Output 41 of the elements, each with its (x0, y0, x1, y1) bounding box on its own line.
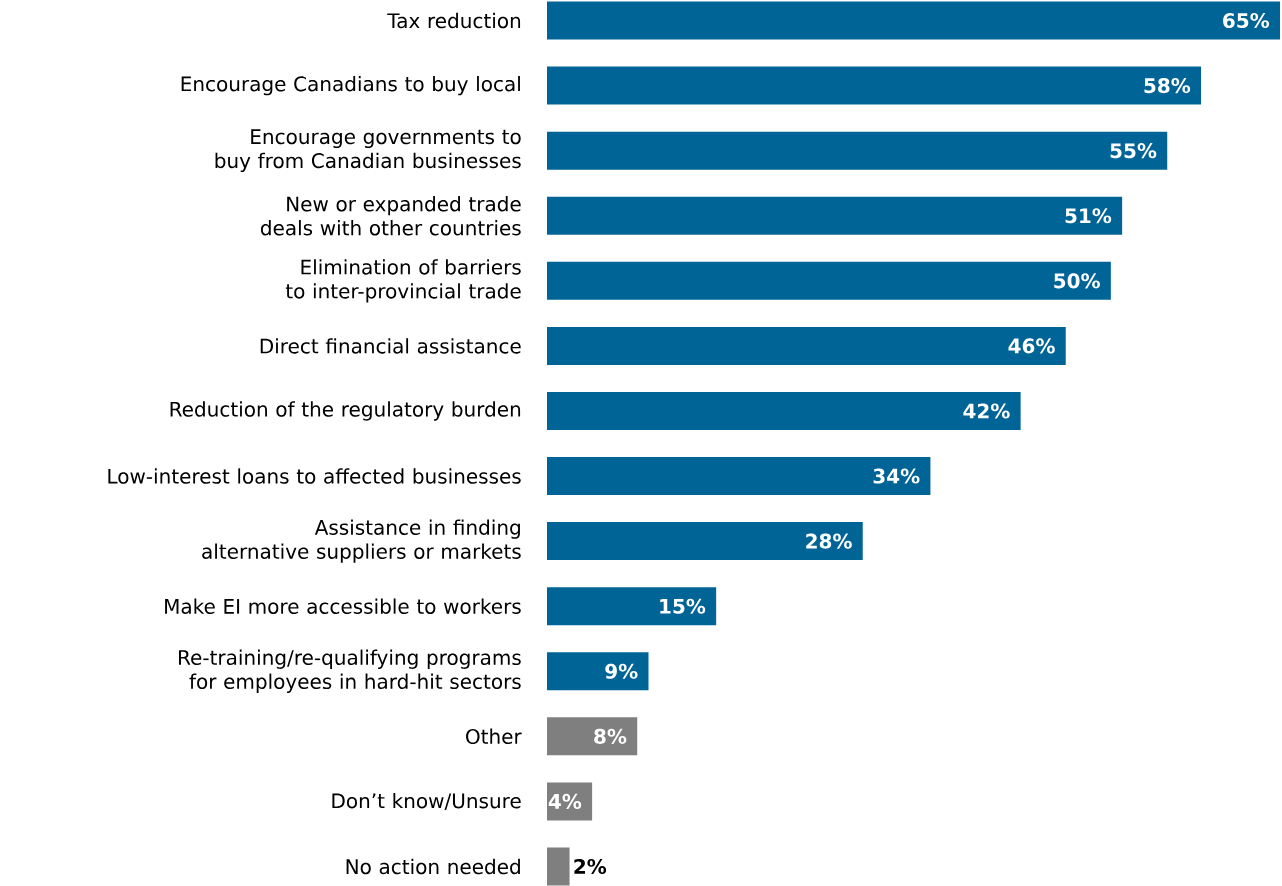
y-tick-label: Assistance in finding alternative suppliers or markets (202, 519, 521, 563)
data-label: 51% (1065, 208, 1112, 224)
bar (547, 326, 1066, 365)
y-tick-label: Re-training/re-qualifying programs for employees in hard-hit sectors (179, 649, 521, 693)
y-tick-label: Direct financial assistance (260, 338, 521, 354)
bar (547, 391, 1021, 430)
bar (547, 131, 1168, 170)
y-tick-label: Don’t know/Unsure (332, 792, 521, 810)
data-label: 4% (548, 793, 582, 809)
data-label: 8% (594, 728, 627, 744)
data-label: 46% (1008, 338, 1055, 354)
bar (547, 522, 863, 561)
bar (547, 587, 717, 626)
bar (547, 66, 1202, 105)
y-tick-label: Make EI more accessible to workers (165, 598, 521, 614)
y-tick-label: Encourage governments to buy from Canadian businesses (215, 129, 521, 173)
data-label: 42% (963, 403, 1010, 419)
data-label: 2% (574, 858, 607, 875)
data-label: 58% (1144, 78, 1191, 94)
y-tick-label: Low-interest loans to affected businesses (108, 468, 521, 484)
y-tick-label: New or expanded trade deals with other countries (260, 196, 521, 236)
data-label: 65% (1223, 12, 1270, 29)
bar (547, 1, 1280, 40)
bar (547, 457, 931, 496)
data-label: 28% (806, 533, 852, 549)
y-tick-label: No action needed (346, 858, 520, 875)
data-label: 15% (660, 598, 706, 614)
y-tick-label: Encourage Canadians to buy local (181, 75, 520, 96)
bar (547, 717, 638, 756)
bar (547, 652, 649, 691)
y-tick-label: Elimination of barriers to inter-provincial trade (285, 259, 521, 303)
bar (547, 261, 1111, 300)
data-label: 55% (1110, 143, 1157, 159)
bar (547, 196, 1123, 235)
y-tick-label: Reduction of the regulatory burden (170, 401, 521, 421)
bar (547, 847, 570, 886)
y-tick-label: Tax reduction (387, 12, 521, 29)
data-label: 34% (873, 468, 920, 484)
data-label: 50% (1054, 273, 1100, 289)
data-label: 9% (605, 663, 638, 679)
y-tick-label: Other (466, 728, 522, 745)
